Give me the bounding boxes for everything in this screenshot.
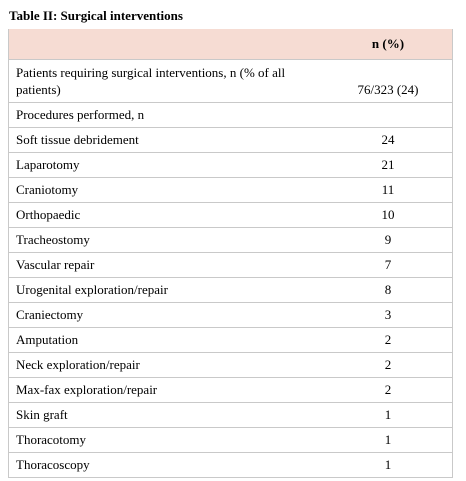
row-label: Craniotomy <box>8 177 324 203</box>
table: n (%) Patients requiring surgical interv… <box>8 29 453 478</box>
row-value: 7 <box>324 252 453 278</box>
row-label: Urogenital exploration/repair <box>8 277 324 303</box>
table-title: Table II: Surgical interventions <box>9 8 183 23</box>
row-label: Patients requiring surgical intervention… <box>8 59 324 103</box>
table-row: Max-fax exploration/repair 2 <box>8 377 453 403</box>
table-row: Patients requiring surgical intervention… <box>8 59 453 103</box>
row-value: 1 <box>324 402 453 428</box>
table-body: n (%) Patients requiring surgical interv… <box>8 29 453 478</box>
row-label: Max-fax exploration/repair <box>8 377 324 403</box>
row-label: Thoracoscopy <box>8 452 324 478</box>
table-row: Urogenital exploration/repair 8 <box>8 277 453 303</box>
table-row: Craniectomy 3 <box>8 302 453 328</box>
row-value: 2 <box>324 377 453 403</box>
table-row: Neck exploration/repair 2 <box>8 352 453 378</box>
row-label: Tracheostomy <box>8 227 324 253</box>
table-row: Craniotomy 11 <box>8 177 453 203</box>
row-label: Laparotomy <box>8 152 324 178</box>
table-row: Tracheostomy 9 <box>8 227 453 253</box>
header-row: n (%) <box>8 29 453 60</box>
table-row: Vascular repair 7 <box>8 252 453 278</box>
row-label: Soft tissue debridement <box>8 127 324 153</box>
row-value: 9 <box>324 227 453 253</box>
row-value: 3 <box>324 302 453 328</box>
table-row: Procedures performed, n <box>8 102 453 128</box>
row-label: Vascular repair <box>8 252 324 278</box>
row-label: Orthopaedic <box>8 202 324 228</box>
row-value: 10 <box>324 202 453 228</box>
table-row: Orthopaedic 10 <box>8 202 453 228</box>
table-row: Thoracoscopy 1 <box>8 452 453 478</box>
row-value: 24 <box>324 127 453 153</box>
row-value: 21 <box>324 152 453 178</box>
row-value: 1 <box>324 452 453 478</box>
row-value: 2 <box>324 352 453 378</box>
header-cell: n (%) <box>324 29 453 60</box>
header-cell <box>8 29 324 60</box>
row-value: 1 <box>324 427 453 453</box>
row-value: 11 <box>324 177 453 203</box>
row-label: Skin graft <box>8 402 324 428</box>
row-label: Neck exploration/repair <box>8 352 324 378</box>
row-value: 8 <box>324 277 453 303</box>
row-label: Thoracotomy <box>8 427 324 453</box>
table-row: Skin graft 1 <box>8 402 453 428</box>
table-row: Laparotomy 21 <box>8 152 453 178</box>
table-row: Amputation 2 <box>8 327 453 353</box>
row-value: 76/323 (24) <box>324 59 453 103</box>
table-row: Thoracotomy 1 <box>8 427 453 453</box>
row-value <box>324 102 453 128</box>
table-row: Soft tissue debridement 24 <box>8 127 453 153</box>
row-value: 2 <box>324 327 453 353</box>
row-label: Craniectomy <box>8 302 324 328</box>
row-label: Procedures performed, n <box>8 102 324 128</box>
row-label: Amputation <box>8 327 324 353</box>
